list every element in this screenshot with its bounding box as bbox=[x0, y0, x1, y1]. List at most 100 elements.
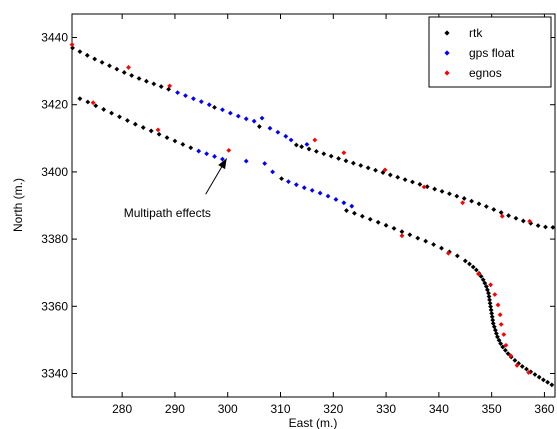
data-point bbox=[520, 218, 526, 224]
data-point bbox=[488, 307, 494, 313]
data-point bbox=[540, 377, 546, 383]
x-axis-label: East (m.) bbox=[289, 416, 338, 429]
data-point bbox=[235, 113, 241, 119]
data-point bbox=[373, 167, 378, 173]
data-point bbox=[344, 208, 349, 213]
data-point bbox=[158, 84, 164, 89]
data-point bbox=[432, 186, 438, 192]
y-tick-label: 3440 bbox=[41, 31, 68, 45]
legend-marker bbox=[444, 70, 450, 76]
data-point bbox=[482, 280, 488, 286]
x-tick-label: 340 bbox=[429, 402, 449, 416]
data-point bbox=[198, 99, 204, 105]
data-point bbox=[270, 169, 275, 175]
data-point bbox=[275, 129, 281, 135]
data-point bbox=[532, 372, 538, 377]
data-point bbox=[117, 114, 122, 120]
data-point bbox=[489, 310, 495, 316]
data-point bbox=[391, 225, 397, 231]
data-point bbox=[84, 52, 90, 58]
legend-marker bbox=[444, 30, 450, 36]
data-point bbox=[243, 158, 249, 164]
data-point bbox=[358, 163, 364, 168]
data-point bbox=[226, 148, 232, 153]
data-point bbox=[343, 158, 349, 164]
data-point bbox=[543, 224, 548, 230]
data-point bbox=[212, 104, 217, 110]
data-point bbox=[500, 344, 506, 350]
data-point bbox=[286, 179, 291, 185]
data-point bbox=[136, 76, 142, 81]
data-point bbox=[314, 149, 319, 154]
data-points bbox=[69, 42, 556, 388]
data-point bbox=[421, 184, 427, 190]
data-point bbox=[494, 331, 499, 336]
y-tick-label: 3400 bbox=[41, 165, 68, 179]
data-point bbox=[309, 187, 315, 193]
data-point bbox=[172, 138, 178, 144]
data-point bbox=[512, 357, 518, 363]
data-point bbox=[341, 200, 347, 206]
data-point bbox=[382, 167, 388, 173]
legend: rtk gps float egnos bbox=[428, 16, 552, 88]
data-point bbox=[498, 341, 504, 346]
data-point bbox=[502, 347, 508, 353]
data-point bbox=[487, 300, 493, 306]
data-point bbox=[206, 102, 212, 108]
data-point bbox=[476, 201, 482, 207]
data-point bbox=[495, 334, 500, 340]
data-point bbox=[299, 144, 305, 150]
y-tick-label: 3360 bbox=[41, 299, 68, 313]
annotation-arrowhead bbox=[218, 158, 227, 170]
data-point bbox=[497, 312, 503, 318]
data-point bbox=[69, 42, 75, 47]
data-point bbox=[490, 317, 496, 323]
data-point bbox=[519, 364, 525, 369]
series-gps-float bbox=[175, 90, 355, 209]
legend-label: gps float bbox=[469, 46, 515, 60]
data-point bbox=[107, 63, 112, 69]
legend-label: egnos bbox=[469, 66, 502, 80]
data-point bbox=[352, 210, 357, 216]
data-point bbox=[492, 292, 498, 297]
data-point bbox=[279, 176, 284, 182]
data-point bbox=[196, 148, 202, 154]
data-point bbox=[325, 193, 331, 199]
data-point bbox=[336, 156, 341, 161]
x-tick-label: 300 bbox=[218, 402, 238, 416]
data-point bbox=[144, 78, 149, 84]
data-point bbox=[498, 210, 504, 215]
data-point bbox=[524, 366, 529, 372]
annotation-label: Multipath effects bbox=[124, 206, 211, 220]
data-point bbox=[399, 229, 405, 235]
data-point bbox=[503, 342, 509, 348]
data-point bbox=[288, 137, 294, 143]
data-point bbox=[473, 267, 479, 273]
x-tick-label: 280 bbox=[112, 402, 132, 416]
data-point bbox=[480, 277, 486, 283]
data-point bbox=[402, 177, 408, 183]
data-point bbox=[513, 215, 519, 221]
data-point bbox=[467, 261, 472, 267]
data-point bbox=[227, 110, 233, 116]
data-point bbox=[267, 125, 273, 131]
data-point bbox=[491, 207, 497, 212]
data-point bbox=[132, 121, 138, 127]
data-point bbox=[407, 232, 413, 238]
data-point bbox=[155, 127, 161, 133]
data-point bbox=[462, 258, 468, 264]
data-point bbox=[151, 81, 157, 87]
data-point bbox=[439, 188, 445, 194]
data-point bbox=[312, 137, 318, 143]
x-tick-label: 350 bbox=[482, 402, 502, 416]
data-point bbox=[188, 145, 194, 151]
data-point bbox=[501, 332, 507, 337]
data-point bbox=[166, 86, 171, 92]
data-point bbox=[496, 337, 502, 343]
data-point bbox=[487, 297, 492, 303]
data-point bbox=[304, 141, 310, 147]
x-tick-label: 290 bbox=[165, 402, 185, 416]
data-point bbox=[476, 271, 481, 277]
data-point bbox=[306, 146, 312, 152]
